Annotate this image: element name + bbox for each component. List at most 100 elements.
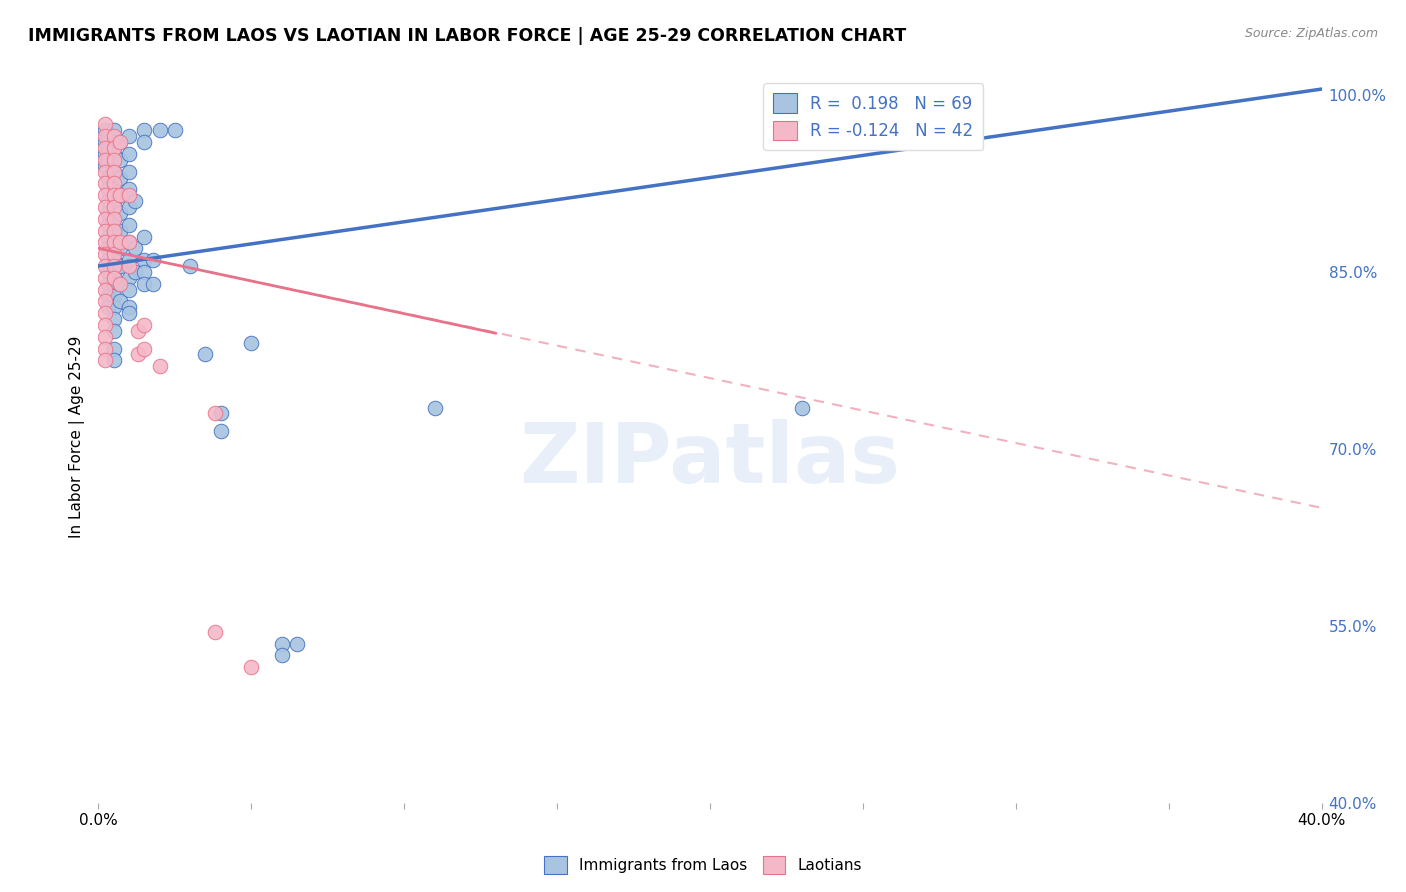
Point [134, 253, 156, 268]
Point [93, 247, 115, 261]
Point [108, 277, 131, 291]
Point [103, 200, 125, 214]
Point [118, 283, 141, 297]
Point [93, 200, 115, 214]
Point [103, 188, 125, 202]
Point [103, 224, 125, 238]
Point [118, 235, 141, 250]
Point [204, 624, 226, 639]
Point [97, 277, 120, 291]
Point [97, 218, 120, 232]
Point [118, 235, 141, 250]
Point [97, 129, 120, 144]
Point [423, 401, 446, 415]
Point [97, 241, 120, 255]
Point [134, 265, 156, 279]
Point [209, 407, 232, 421]
Point [118, 270, 141, 285]
Point [124, 241, 146, 255]
Point [93, 159, 115, 173]
Point [93, 235, 115, 250]
Point [134, 229, 156, 244]
Point [108, 135, 131, 149]
Point [118, 182, 141, 196]
Point [97, 229, 120, 244]
Point [108, 170, 131, 185]
Point [97, 194, 120, 208]
Point [134, 342, 156, 356]
Point [134, 123, 156, 137]
Point [285, 636, 308, 650]
Point [97, 288, 120, 302]
Point [103, 301, 125, 315]
Point [103, 277, 125, 291]
Point [103, 129, 125, 144]
Legend: R =  0.198   N = 69, R = -0.124   N = 42: R = 0.198 N = 69, R = -0.124 N = 42 [763, 83, 983, 150]
Point [103, 135, 125, 149]
Point [124, 194, 146, 208]
Point [108, 259, 131, 273]
Point [103, 288, 125, 302]
Point [93, 306, 115, 320]
Point [127, 324, 149, 338]
Point [103, 241, 125, 255]
Point [108, 188, 131, 202]
Point [93, 188, 115, 202]
Point [93, 141, 115, 155]
Point [790, 401, 813, 415]
Point [103, 353, 125, 368]
Point [93, 270, 115, 285]
Point [108, 294, 131, 309]
Point [93, 123, 115, 137]
Point [127, 347, 149, 361]
Point [118, 306, 141, 320]
Point [103, 141, 125, 155]
Point [103, 153, 125, 167]
Point [270, 648, 292, 663]
Point [134, 318, 156, 332]
Point [93, 318, 115, 332]
Point [118, 253, 141, 268]
Point [93, 177, 115, 191]
Point [108, 235, 131, 250]
Point [108, 277, 131, 291]
Point [163, 123, 186, 137]
Point [93, 129, 115, 144]
Point [118, 147, 141, 161]
Point [93, 147, 115, 161]
Text: ZIPatlas: ZIPatlas [520, 418, 900, 500]
Point [108, 241, 131, 255]
Point [142, 277, 165, 291]
Point [118, 129, 141, 144]
Point [179, 259, 201, 273]
Point [103, 253, 125, 268]
Point [149, 359, 172, 374]
Point [124, 265, 146, 279]
Point [149, 123, 172, 137]
Point [103, 324, 125, 338]
Point [270, 636, 292, 650]
Point [108, 188, 131, 202]
Point [97, 301, 120, 315]
Text: IMMIGRANTS FROM LAOS VS LAOTIAN IN LABOR FORCE | AGE 25-29 CORRELATION CHART: IMMIGRANTS FROM LAOS VS LAOTIAN IN LABOR… [28, 27, 907, 45]
Point [97, 206, 120, 220]
Point [103, 247, 125, 261]
Point [103, 270, 125, 285]
Point [194, 347, 217, 361]
Point [103, 147, 125, 161]
Point [97, 153, 120, 167]
Point [93, 342, 115, 356]
Point [103, 235, 125, 250]
Point [118, 200, 141, 214]
Point [103, 164, 125, 178]
Point [93, 353, 115, 368]
Point [103, 265, 125, 279]
Point [93, 153, 115, 167]
Point [118, 188, 141, 202]
Point [103, 259, 125, 273]
Point [93, 211, 115, 226]
Point [93, 224, 115, 238]
Point [118, 301, 141, 315]
Point [118, 164, 141, 178]
Point [118, 218, 141, 232]
